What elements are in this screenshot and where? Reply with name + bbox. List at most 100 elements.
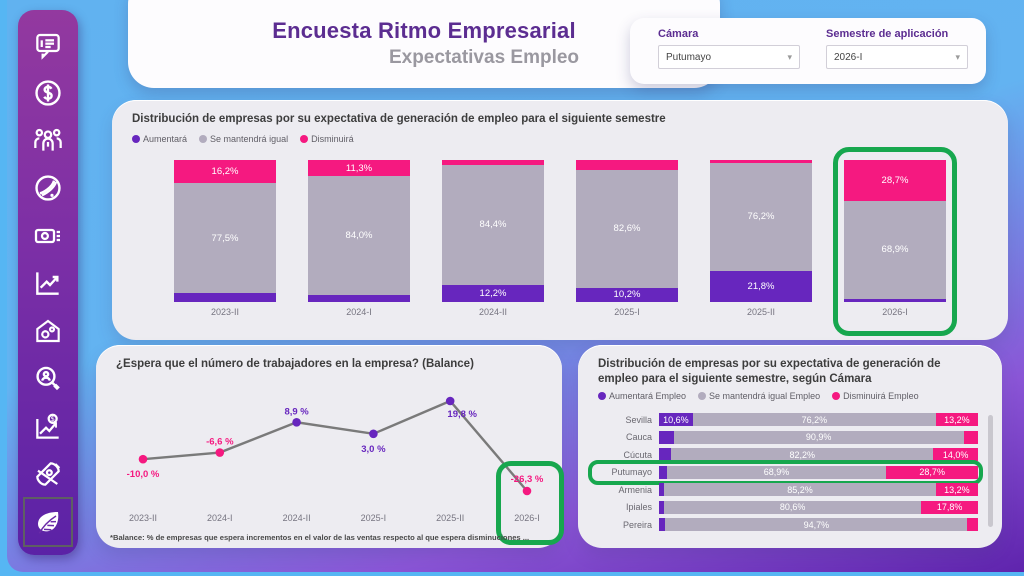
bar-segment-se-mantendrá-igual[interactable]: 77,5% (174, 183, 276, 294)
column-chart-legend: Aumentará Se mantendrá igual Disminuirá (132, 134, 354, 144)
bar-segment-disminuirá-empleo[interactable] (967, 518, 978, 532)
bar-segment-disminuirá[interactable] (442, 160, 544, 165)
bar-segment-se-mantendrá-igual[interactable]: 76,2% (710, 162, 812, 272)
bar-segment-aumentará[interactable]: 21,8% (710, 271, 812, 302)
bar-segment-se-mantendrá-igual-empleo[interactable]: 68,9% (666, 465, 887, 479)
stacked-column: 82,6% 10,2% (576, 160, 678, 302)
bar-segment-se-mantendrá-igual-empleo[interactable]: 90,9% (673, 430, 964, 444)
house-gear-icon[interactable] (29, 312, 67, 350)
bar-segment-aumentará-empleo[interactable] (659, 465, 667, 479)
vertical-scrollbar[interactable] (988, 415, 993, 527)
bar-segment-se-mantendrá-igual[interactable]: 84,0% (308, 176, 410, 296)
bar-segment-aumentará[interactable]: 12,2% (442, 284, 544, 302)
bar-segment-disminuirá-empleo[interactable]: 17,8% (921, 500, 978, 514)
stacked-bar: 10,6% 76,2% 13,2% (659, 413, 978, 427)
stacked-horizontal-bar-chart: Sevilla 10,6% 76,2% 13,2% Cauca 90,9% Cúcuta 82… (588, 411, 983, 534)
filter-camara-label: Cámara (658, 28, 699, 40)
legend-item[interactable]: Se mantendrá igual Empleo (698, 391, 820, 401)
page-subtitle: Expectativas Empleo (388, 47, 580, 68)
semestre-dropdown[interactable]: 2026-I ▾ (826, 45, 968, 69)
legend-item[interactable]: Se mantendrá igual (199, 134, 288, 144)
point-value-label: 8,9 % (284, 406, 309, 417)
row-label: Sevilla (625, 414, 652, 425)
bar-segment-aumentará-empleo[interactable] (659, 483, 665, 497)
segment-value-label: 94,7% (803, 519, 830, 530)
data-point-2024-II[interactable] (292, 417, 301, 427)
bar-segment-disminuirá-empleo[interactable]: 13,2% (935, 413, 978, 427)
camara-row-armenia[interactable]: Armenia 85,2% 13,2% (590, 481, 978, 499)
chart-dollar-icon[interactable]: $ (29, 408, 67, 446)
leaf-icon[interactable] (23, 496, 73, 547)
point-value-label: -6,6 % (206, 437, 234, 448)
bar-segment-disminuirá-empleo[interactable] (963, 430, 978, 444)
survey-comment-icon[interactable] (29, 26, 67, 64)
bar-segment-disminuirá[interactable]: 28,7% (844, 160, 946, 201)
stacked-column: 11,3% 84,0% (308, 160, 410, 302)
data-point-2024-I[interactable] (215, 448, 225, 457)
search-person-icon[interactable] (29, 360, 67, 398)
bar-segment-disminuirá[interactable]: 11,3% (308, 160, 410, 177)
bar-segment-aumentará[interactable]: 10,2% (576, 287, 678, 302)
camara-row-sevilla[interactable]: Sevilla 10,6% 76,2% 13,2% (590, 411, 978, 429)
data-point-2023-II[interactable] (138, 454, 148, 464)
bar-segment-aumentará[interactable] (844, 298, 946, 302)
column-2026-I[interactable]: 28,7% 68,9% 2026-I (833, 147, 957, 336)
legend-item[interactable]: Disminuirá (300, 134, 354, 144)
bar-segment-aumentará-empleo[interactable] (659, 500, 665, 514)
stacked-column: 76,2% 21,8% (710, 160, 812, 302)
legend-item[interactable]: Aumentará Empleo (598, 391, 686, 401)
chart-up-icon[interactable] (29, 264, 67, 302)
column-2024-I[interactable]: 11,3% 84,0% 2024-I (308, 160, 410, 328)
legend-dot-icon (598, 392, 606, 400)
bar-segment-se-mantendrá-igual-empleo[interactable]: 82,2% (671, 448, 934, 462)
data-point-2025-II[interactable] (445, 396, 455, 406)
camara-row-cúcuta[interactable]: Cúcuta 82,2% 14,0% (590, 446, 978, 464)
bar-segment-se-mantendrá-igual-empleo[interactable]: 80,6% (664, 500, 922, 514)
bar-segment-aumentará-empleo[interactable] (659, 430, 674, 444)
bar-segment-disminuirá[interactable] (710, 160, 812, 163)
legend-dot-icon (832, 392, 841, 400)
bar-segment-se-mantendrá-igual-empleo[interactable]: 76,2% (692, 413, 936, 427)
bar-segment-se-mantendrá-igual[interactable]: 82,6% (576, 170, 678, 288)
camara-dropdown[interactable]: Putumayo ▾ (658, 45, 800, 69)
rocket-icon[interactable] (29, 455, 67, 493)
semestre-dropdown-value: 2026-I (834, 51, 863, 63)
segment-value-label: 13,2% (944, 414, 970, 425)
camara-row-pereira[interactable]: Pereira 94,7% (590, 516, 978, 534)
bar-segment-disminuirá[interactable]: 16,2% (174, 160, 276, 183)
bar-segment-se-mantendrá-igual-empleo[interactable]: 85,2% (664, 483, 936, 497)
camara-row-putumayo[interactable]: Putumayo 68,9% 28,7% (588, 460, 983, 485)
bar-segment-se-mantendrá-igual[interactable]: 68,9% (844, 200, 946, 299)
legend-item[interactable]: Disminuirá Empleo (832, 391, 919, 401)
column-2025-I[interactable]: 82,6% 10,2% 2025-I (576, 160, 678, 328)
bar-segment-aumentará[interactable] (174, 293, 276, 302)
bar-segment-disminuirá-empleo[interactable]: 13,2% (935, 483, 978, 497)
camara-row-cauca[interactable]: Cauca 90,9% (590, 429, 978, 447)
stacked-column: 84,4% 12,2% (442, 160, 544, 302)
data-point-2025-I[interactable] (369, 429, 378, 439)
column-2025-II[interactable]: 76,2% 21,8% 2025-II (710, 160, 812, 328)
bar-segment-aumentará[interactable] (308, 295, 410, 302)
bar-segment-se-mantendrá-igual[interactable]: 84,4% (442, 164, 544, 285)
data-point-2026-I[interactable] (522, 486, 532, 496)
segment-value-label: 76,2% (747, 211, 775, 223)
column-2023-II[interactable]: 16,2% 77,5% 2023-II (174, 160, 276, 328)
bar-segment-aumentará-empleo[interactable]: 10,6% (659, 413, 693, 427)
bar-segment-disminuirá-empleo[interactable]: 28,7% (886, 465, 978, 479)
segment-value-label: 14,0% (942, 449, 969, 460)
globe-icon[interactable] (29, 169, 67, 207)
people-group-icon[interactable] (29, 121, 67, 159)
bar-segment-aumentará-empleo[interactable] (659, 518, 666, 532)
row-label: Armenia (618, 484, 652, 495)
bar-segment-aumentará-empleo[interactable] (659, 448, 672, 462)
bar-segment-disminuirá-empleo[interactable]: 14,0% (933, 448, 978, 462)
legend-item[interactable]: Aumentará (132, 134, 187, 144)
x-axis-label: 2024-I (207, 513, 233, 523)
dollar-circle-icon[interactable] (29, 74, 67, 112)
bar-segment-se-mantendrá-igual-empleo[interactable]: 94,7% (665, 518, 968, 532)
camara-row-ipiales[interactable]: Ipiales 80,6% 17,8% (590, 499, 978, 517)
segment-value-label: 84,0% (345, 230, 373, 242)
column-2024-II[interactable]: 84,4% 12,2% 2024-II (442, 160, 544, 328)
banknote-icon[interactable] (29, 217, 67, 255)
bar-segment-disminuirá[interactable] (576, 160, 678, 171)
